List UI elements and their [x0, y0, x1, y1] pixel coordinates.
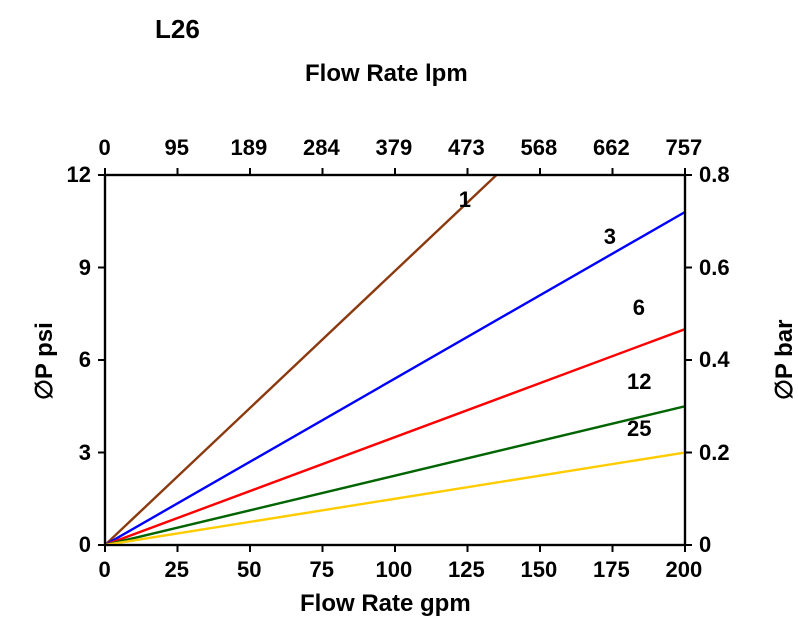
x-top-tick-label: 662 [593, 135, 630, 161]
series-label-25: 25 [627, 416, 651, 442]
series-line-25 [105, 453, 685, 546]
x-top-tick-label: 757 [666, 135, 703, 161]
x-bottom-tick-label: 0 [99, 557, 111, 583]
x-top-tick-label: 0 [99, 135, 111, 161]
series-label-6: 6 [633, 295, 645, 321]
x-top-tick-label: 379 [376, 135, 413, 161]
x-bottom-tick-label: 75 [310, 557, 334, 583]
series-line-6 [105, 329, 685, 545]
y-right-tick-label: 0.8 [699, 162, 730, 188]
x-top-tick-label: 284 [303, 135, 340, 161]
x-bottom-tick-label: 50 [237, 557, 261, 583]
plot-area [0, 0, 798, 642]
x-top-tick-label: 568 [521, 135, 558, 161]
plot-border [105, 175, 685, 545]
x-top-tick-label: 189 [231, 135, 268, 161]
series-line-1 [105, 175, 497, 545]
x-top-tick-label: 473 [448, 135, 485, 161]
x-bottom-tick-label: 125 [448, 557, 485, 583]
y-right-tick-label: 0.2 [699, 440, 730, 466]
series-label-12: 12 [627, 369, 651, 395]
series-line-3 [105, 212, 685, 545]
y-left-tick-label: 9 [79, 255, 91, 281]
y-right-tick-label: 0.4 [699, 347, 730, 373]
y-right-tick-label: 0.6 [699, 255, 730, 281]
x-bottom-tick-label: 25 [165, 557, 189, 583]
series-label-3: 3 [604, 224, 616, 250]
series-label-1: 1 [459, 187, 471, 213]
y-left-tick-label: 6 [79, 347, 91, 373]
x-top-tick-label: 95 [165, 135, 189, 161]
y-left-tick-label: 12 [67, 162, 91, 188]
plot-border [105, 175, 685, 545]
x-bottom-tick-label: 175 [593, 557, 630, 583]
series-line-12 [105, 406, 685, 545]
y-left-tick-label: 3 [79, 440, 91, 466]
y-left-tick-label: 0 [79, 532, 91, 558]
y-right-tick-label: 0 [699, 532, 711, 558]
x-bottom-tick-label: 100 [376, 557, 413, 583]
x-bottom-tick-label: 200 [666, 557, 703, 583]
x-bottom-tick-label: 150 [521, 557, 558, 583]
